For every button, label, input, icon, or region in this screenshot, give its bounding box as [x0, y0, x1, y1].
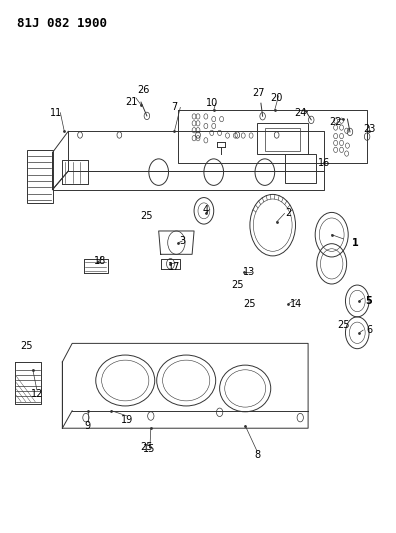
Text: 22: 22 — [329, 117, 342, 127]
Text: 19: 19 — [121, 415, 133, 425]
Text: 24: 24 — [294, 108, 307, 118]
Text: 26: 26 — [137, 85, 149, 95]
Text: 9: 9 — [85, 421, 91, 431]
Text: 25: 25 — [231, 280, 244, 290]
Text: 18: 18 — [93, 256, 106, 266]
Text: 13: 13 — [243, 267, 255, 277]
Text: 11: 11 — [50, 108, 63, 118]
Text: 4: 4 — [203, 205, 209, 215]
Bar — [265, 128, 300, 151]
Text: 16: 16 — [318, 158, 330, 168]
Text: 25: 25 — [337, 320, 350, 330]
Text: 3: 3 — [179, 236, 185, 246]
Text: 12: 12 — [30, 389, 43, 399]
Text: 7: 7 — [171, 102, 177, 112]
Text: 81J 082 1900: 81J 082 1900 — [17, 17, 107, 30]
Text: 5: 5 — [366, 296, 372, 306]
Text: 21: 21 — [125, 97, 137, 107]
Text: 25: 25 — [21, 341, 33, 351]
Text: 17: 17 — [168, 262, 181, 271]
Text: 25: 25 — [141, 211, 153, 221]
Text: 2: 2 — [285, 208, 291, 219]
Text: 14: 14 — [290, 298, 303, 309]
Text: 20: 20 — [270, 93, 283, 103]
Text: 23: 23 — [363, 124, 375, 134]
Text: 10: 10 — [206, 98, 218, 108]
Text: 1: 1 — [352, 238, 359, 248]
Text: 15: 15 — [143, 445, 155, 455]
Text: 27: 27 — [253, 87, 265, 98]
Text: 6: 6 — [366, 325, 372, 335]
Bar — [257, 123, 308, 154]
Text: 8: 8 — [254, 450, 260, 460]
Text: 25: 25 — [243, 298, 255, 309]
Text: 25: 25 — [141, 442, 153, 452]
Bar — [284, 154, 316, 183]
